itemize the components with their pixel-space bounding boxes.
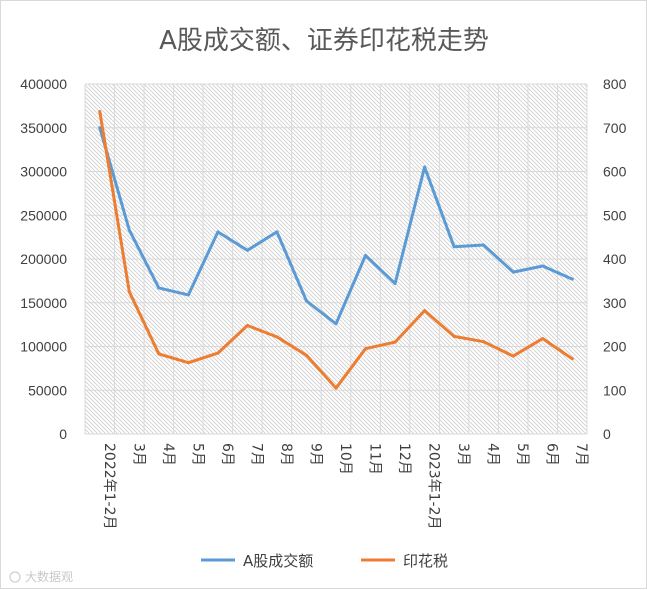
x-tick-label: 8月 — [278, 443, 294, 466]
watermark: 大数据观 — [9, 569, 73, 584]
x-tick-label: 7月 — [573, 443, 589, 466]
x-axis: 2022年1-2月 3月 4月 5月 6月 7月 8月 9月 10月 11月 12月 2023年1-2… — [101, 443, 589, 530]
right-y-tick-label: 800 — [603, 76, 627, 92]
gridlines — [84, 83, 588, 435]
right-y-axis: 0 100 200 300 400 500 600 700 800 — [603, 76, 627, 442]
x-tick-label: 5月 — [514, 443, 530, 466]
data-point — [98, 126, 102, 130]
data-point — [334, 322, 338, 326]
x-tick-label: 9月 — [307, 443, 323, 466]
x-tick-label: 10月 — [337, 443, 353, 475]
left-y-tick-label: 200000 — [20, 251, 67, 267]
x-tick-label: 4月 — [160, 443, 176, 466]
data-point — [452, 334, 456, 338]
x-tick-label: 3月 — [455, 443, 471, 466]
left-y-tick-label: 0 — [59, 426, 67, 442]
x-tick-label: 6月 — [219, 443, 235, 466]
left-y-tick-label: 300000 — [20, 164, 67, 180]
data-point — [511, 354, 515, 358]
right-y-tick-label: 500 — [603, 207, 627, 223]
legend: A股成交额 印花税 — [201, 552, 448, 570]
data-point — [157, 352, 161, 356]
data-point — [127, 290, 131, 294]
left-y-tick-label: 100000 — [20, 339, 67, 355]
right-y-tick-label: 100 — [603, 382, 627, 398]
data-point — [393, 282, 397, 285]
x-tick-label: 5月 — [189, 443, 205, 466]
right-y-tick-label: 700 — [603, 120, 627, 136]
data-point — [570, 357, 574, 361]
data-point — [186, 361, 190, 365]
data-point — [423, 309, 427, 313]
data-point — [334, 386, 338, 390]
x-tick-label: 12月 — [396, 443, 412, 475]
data-point — [304, 299, 308, 303]
watermark-logo-icon — [9, 571, 21, 583]
x-tick-label: 3月 — [130, 443, 146, 466]
data-point — [541, 264, 545, 268]
x-tick-label: 6月 — [544, 443, 560, 466]
right-y-tick-label: 400 — [603, 251, 627, 267]
right-y-tick-label: 600 — [603, 164, 627, 180]
data-point — [364, 254, 368, 257]
data-point — [127, 228, 131, 232]
legend-label: 印花税 — [403, 552, 448, 570]
right-y-tick-label: 200 — [603, 339, 627, 355]
data-point — [541, 337, 545, 341]
left-y-tick-label: 400000 — [20, 76, 67, 92]
right-y-tick-label: 0 — [603, 426, 611, 442]
data-point — [304, 353, 308, 357]
data-point — [186, 293, 190, 297]
data-point — [482, 340, 486, 344]
data-point — [245, 324, 249, 327]
data-point — [275, 230, 279, 234]
left-y-axis: 0 50000 100000 150000 200000 250000 300000 3500… — [20, 76, 67, 442]
x-tick-label: 4月 — [485, 443, 501, 466]
data-point — [216, 351, 220, 355]
series-lines — [98, 110, 574, 390]
data-point — [364, 347, 368, 351]
data-point — [482, 243, 486, 247]
data-point — [452, 245, 456, 249]
watermark-text: 大数据观 — [25, 569, 73, 584]
left-y-tick-label: 350000 — [20, 120, 67, 136]
x-tick-label: 2022年1-2月 — [101, 443, 117, 530]
x-tick-label: 2023年1-2月 — [426, 443, 442, 530]
data-point — [423, 165, 427, 169]
legend-label: A股成交额 — [243, 552, 313, 570]
x-tick-label: 11月 — [367, 443, 383, 475]
data-point — [393, 340, 397, 344]
left-y-tick-label: 250000 — [20, 207, 67, 223]
data-point — [275, 335, 279, 339]
x-tick-label: 7月 — [248, 443, 264, 466]
data-point — [216, 230, 220, 234]
data-point — [511, 270, 515, 274]
chart-title: A股成交额、证券印花税走势 — [159, 26, 489, 56]
data-point — [98, 110, 102, 114]
left-y-tick-label: 150000 — [20, 295, 67, 311]
left-y-tick-label: 50000 — [28, 382, 67, 398]
right-y-tick-label: 300 — [603, 295, 627, 311]
data-point — [245, 248, 249, 252]
data-point — [570, 277, 574, 281]
data-point — [157, 286, 161, 290]
